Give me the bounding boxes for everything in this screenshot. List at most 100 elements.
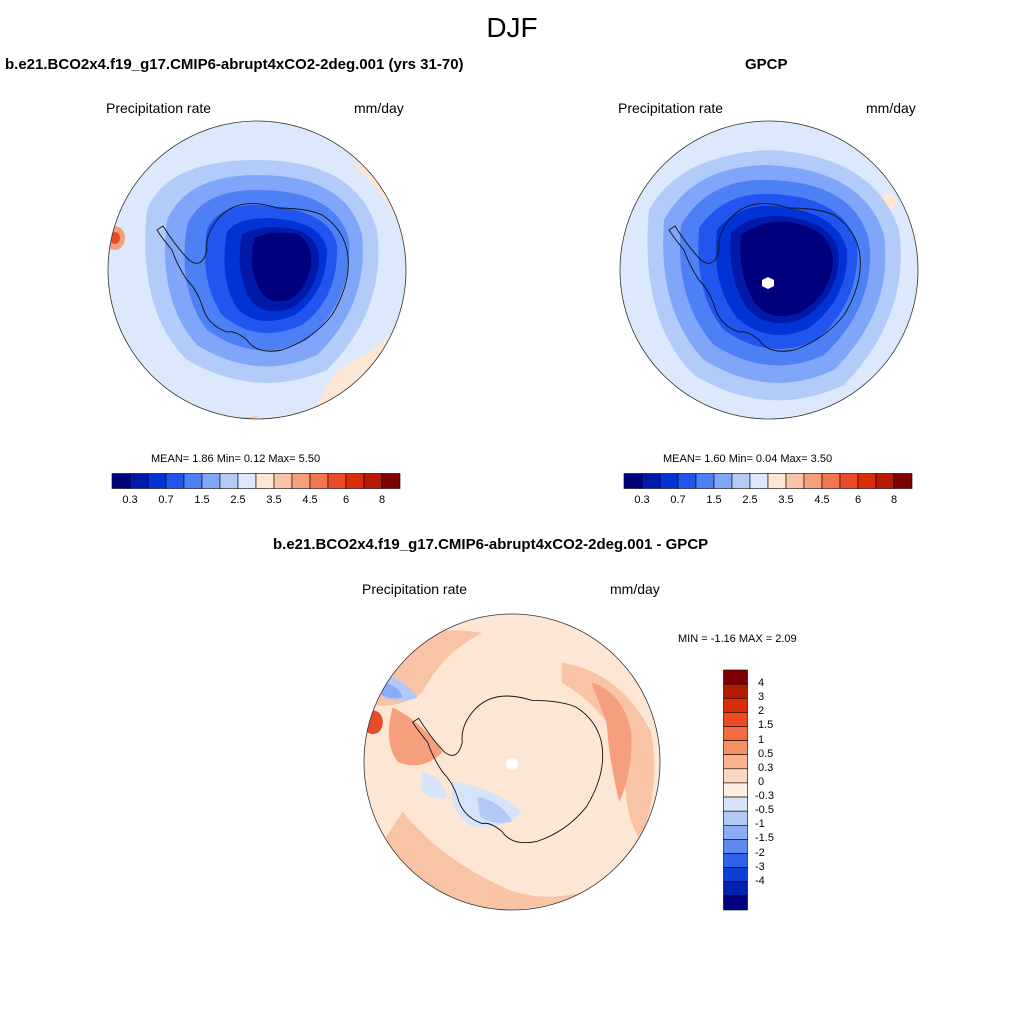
diff-colorbar-tick-label: 1.5 bbox=[758, 719, 774, 732]
model-stats: MEAN= 1.86 Min= 0.12 Max= 5.50 bbox=[151, 453, 321, 465]
diff-colorbar-swatch bbox=[723, 712, 748, 727]
diff-map-border bbox=[363, 613, 661, 911]
diff-warm-patch-3 bbox=[591, 682, 632, 802]
model-colorbar-swatch bbox=[309, 473, 329, 489]
obs-colorbar-tick-label: 2.5 bbox=[742, 494, 758, 506]
diff-missing-pole bbox=[506, 758, 518, 770]
diff-warm-patch-5 bbox=[388, 707, 443, 766]
diff-colorbar-swatch bbox=[723, 782, 748, 798]
diff-colorbar-tick-label: -0.3 bbox=[755, 790, 774, 803]
diff-colorbar-swatch bbox=[723, 768, 748, 784]
model-colorbar-swatch bbox=[291, 473, 311, 489]
obs-units-label: mm/day bbox=[866, 100, 916, 116]
model-colorbar bbox=[111, 473, 401, 489]
obs-colorbar-tick-label: 4.5 bbox=[814, 494, 830, 506]
model-colorbar-tick-label: 0.7 bbox=[158, 494, 174, 506]
diff-colorbar-tick-label: -3 bbox=[755, 860, 765, 873]
model-colorbar-tick-label: 4.5 bbox=[302, 494, 318, 506]
model-colorbar-tick-label: 0.3 bbox=[122, 494, 138, 506]
obs-colorbar-swatch bbox=[641, 473, 661, 489]
obs-colorbar-tick-label: 0.7 bbox=[670, 494, 686, 506]
obs-missing-pole bbox=[762, 277, 774, 289]
model-core bbox=[251, 232, 312, 302]
model-colorbar-swatch bbox=[363, 473, 383, 489]
model-colorbar-swatch bbox=[201, 473, 221, 489]
diff-colorbar-tick-label: -1 bbox=[755, 818, 765, 831]
diff-colorbar-tick-label: 0.3 bbox=[758, 761, 774, 774]
diff-colorbar-tick-label: 0 bbox=[758, 775, 765, 788]
diff-warm-patch-2 bbox=[561, 662, 655, 842]
diff-warm-spot bbox=[363, 710, 383, 735]
obs-colorbar-swatch bbox=[857, 473, 877, 489]
obs-colorbar-swatch bbox=[749, 473, 769, 489]
diff-colorbar-swatch bbox=[723, 810, 748, 826]
model-colorbar-tick-label: 3.5 bbox=[266, 494, 282, 506]
obs-variable-label: Precipitation rate bbox=[618, 100, 724, 116]
obs-colorbar-swatch bbox=[767, 473, 787, 489]
model-colorbar-tick-label: 1.5 bbox=[194, 494, 210, 506]
obs-colorbar-swatch bbox=[893, 473, 913, 489]
diff-colorbar-swatch bbox=[723, 881, 748, 897]
diff-colorbar-swatch bbox=[723, 726, 748, 741]
model-colorbar-swatch bbox=[345, 473, 365, 489]
diff-cool-patch-2 bbox=[380, 682, 403, 699]
obs-colorbar-tick-label: 1.5 bbox=[706, 494, 722, 506]
model-colorbar-swatch bbox=[381, 473, 401, 489]
diff-cool-patch-5 bbox=[420, 771, 448, 799]
model-colorbar-swatch bbox=[327, 473, 347, 489]
obs-map-border bbox=[619, 120, 919, 420]
model-panel-title: b.e21.BCO2x4.f19_g17.CMIP6-abrupt4xCO2-2… bbox=[5, 56, 464, 73]
diff-colorbar-swatch bbox=[723, 867, 748, 883]
diff-panel-title: b.e21.BCO2x4.f19_g17.CMIP6-abrupt4xCO2-2… bbox=[273, 536, 709, 553]
model-map-border bbox=[107, 120, 407, 420]
diff-colorbar-tick-label: -4 bbox=[755, 874, 765, 887]
model-precip-map bbox=[107, 120, 407, 420]
obs-precip-map bbox=[619, 120, 919, 420]
model-colorbar-swatch bbox=[255, 473, 275, 489]
diff-colorbar-tick-label: 4 bbox=[758, 677, 765, 690]
model-colorbar-swatch bbox=[147, 473, 167, 489]
model-colorbar-tick-label: 2.5 bbox=[230, 494, 246, 506]
obs-colorbar-swatch bbox=[713, 473, 733, 489]
diff-colorbar-tick-label: -2 bbox=[755, 846, 765, 859]
diff-colorbar-tick-label: -1.5 bbox=[755, 832, 774, 845]
obs-panel-title: GPCP bbox=[745, 56, 788, 73]
obs-colorbar-swatch bbox=[839, 473, 859, 489]
model-antarctica-coastline bbox=[156, 203, 349, 352]
model-variable-label: Precipitation rate bbox=[106, 100, 212, 116]
diff-colorbar-swatch bbox=[723, 740, 748, 756]
diff-colorbar-swatch bbox=[723, 669, 748, 685]
model-colorbar-swatch bbox=[183, 473, 203, 489]
diff-colorbar-swatch bbox=[723, 824, 748, 840]
diff-precip-map bbox=[363, 613, 661, 911]
diff-colorbar-swatch bbox=[723, 895, 748, 911]
model-colorbar-swatch bbox=[129, 473, 149, 489]
diff-colorbar-tick-label: 1 bbox=[758, 733, 765, 746]
obs-colorbar-swatch bbox=[821, 473, 841, 489]
obs-colorbar-swatch bbox=[785, 473, 805, 489]
diff-colorbar-swatch bbox=[723, 683, 748, 699]
diff-colorbar-tick-label: -0.5 bbox=[755, 804, 774, 817]
diff-cool-patch-4 bbox=[477, 796, 512, 823]
diff-colorbar-swatch bbox=[723, 853, 748, 868]
obs-colorbar-tick-label: 3.5 bbox=[778, 494, 794, 506]
obs-colorbar-tick-label: 6 bbox=[854, 494, 862, 506]
diff-colorbar-tick-label: 0.5 bbox=[758, 747, 774, 760]
diff-colorbar-tick-label: 2 bbox=[758, 705, 765, 718]
diff-colorbar-tick-label: 3 bbox=[758, 691, 765, 704]
diff-antarctica-coastline bbox=[412, 695, 604, 844]
diff-colorbar-swatch bbox=[723, 754, 748, 770]
diff-colorbar bbox=[723, 669, 748, 911]
model-colorbar-swatch bbox=[273, 473, 293, 489]
obs-colorbar-swatch bbox=[875, 473, 895, 489]
obs-colorbar-tick-label: 0.3 bbox=[634, 494, 650, 506]
model-colorbar-swatch bbox=[237, 473, 257, 489]
obs-antarctica-coastline bbox=[668, 203, 861, 352]
diff-units-label: mm/day bbox=[610, 581, 660, 597]
model-colorbar-tick-label: 8 bbox=[378, 494, 386, 506]
obs-colorbar-swatch bbox=[623, 473, 643, 489]
model-colorbar-swatch bbox=[219, 473, 239, 489]
obs-colorbar-swatch bbox=[677, 473, 697, 489]
diff-colorbar-swatch bbox=[723, 796, 748, 812]
obs-colorbar-swatch bbox=[659, 473, 679, 489]
